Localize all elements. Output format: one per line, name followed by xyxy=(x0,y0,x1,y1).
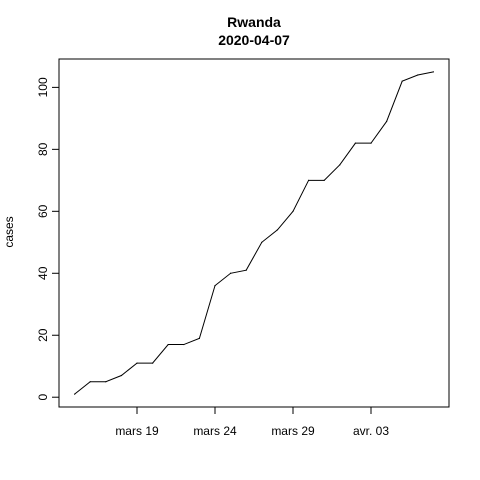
plot-frame xyxy=(58,58,450,408)
data-point xyxy=(120,374,122,377)
data-point xyxy=(136,362,138,364)
chart-title: Rwanda xyxy=(227,14,281,30)
data-point xyxy=(370,142,372,144)
y-tick-label: 0 xyxy=(36,394,50,401)
data-point xyxy=(214,285,216,287)
y-axis-label: cases xyxy=(2,216,16,247)
data-point xyxy=(339,164,341,166)
x-axis: mars 19 mars 24 mars 29 avr. 03 xyxy=(115,407,389,438)
data-point xyxy=(292,210,294,212)
series-line xyxy=(74,71,434,395)
y-axis: 0 20 40 60 80 100 xyxy=(36,77,59,401)
y-tick-label: 80 xyxy=(36,142,50,156)
x-tick-label: mars 24 xyxy=(193,424,237,438)
y-tick-label: 60 xyxy=(36,204,50,218)
data-point xyxy=(308,179,310,181)
series-layer xyxy=(74,71,434,395)
data-point xyxy=(198,337,200,339)
data-point xyxy=(401,80,403,82)
data-point xyxy=(354,142,356,144)
data-point xyxy=(152,362,154,364)
data-point xyxy=(167,343,169,346)
x-tick-label: avr. 03 xyxy=(353,424,389,438)
data-point xyxy=(89,381,91,383)
data-point xyxy=(261,241,263,243)
data-point xyxy=(417,74,419,76)
data-point xyxy=(230,272,232,274)
y-tick-label: 100 xyxy=(36,77,50,97)
data-point xyxy=(183,343,185,346)
data-point xyxy=(323,179,325,181)
data-point xyxy=(245,269,247,271)
y-tick-label: 20 xyxy=(36,328,50,342)
data-point xyxy=(105,381,107,383)
x-tick-label: mars 29 xyxy=(271,424,315,438)
data-point xyxy=(74,393,76,395)
data-point xyxy=(432,71,434,73)
x-tick-label: mars 19 xyxy=(115,424,159,438)
y-tick-label: 40 xyxy=(36,266,50,280)
data-point xyxy=(276,229,278,231)
chart-subtitle: 2020-04-07 xyxy=(218,32,290,48)
data-point xyxy=(386,120,388,123)
